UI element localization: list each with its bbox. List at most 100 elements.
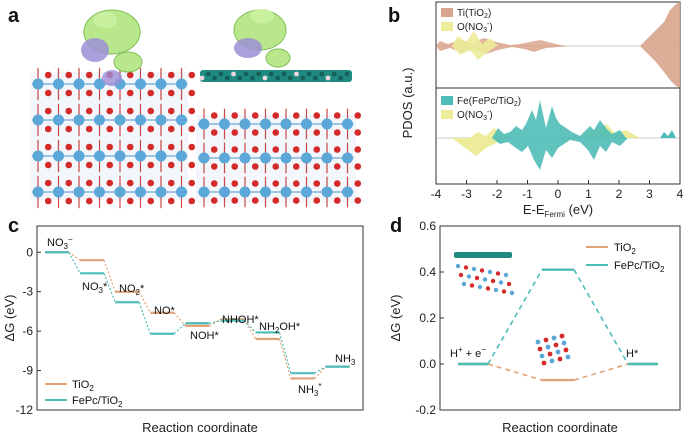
oxygen-atom	[188, 125, 196, 133]
titanium-atom	[32, 114, 44, 126]
legend-label-fepc-c: FePc/TiO2	[72, 395, 123, 409]
oxygen-atom	[210, 180, 218, 187]
panel-c-connector-tio2	[103, 259, 116, 292]
oxygen-atom	[167, 197, 175, 205]
oxygen-atom	[333, 180, 341, 187]
pdos-top-legend: Ti(TiO2) O(NO3-)	[441, 8, 493, 34]
titanium-atom	[321, 152, 333, 164]
oxygen-atom	[167, 71, 175, 79]
titanium-atom	[94, 150, 105, 162]
titanium-atom	[176, 114, 187, 126]
panel-c-connector-fepc	[243, 320, 257, 333]
charge-density-isosurface-green-lower	[113, 51, 143, 73]
oxygen-atom	[147, 197, 155, 205]
titanium-atom	[176, 150, 187, 162]
oxygen-atom	[126, 161, 134, 169]
charge-density-isosurface-purple-right	[234, 38, 262, 58]
step-label-nh2oh-ads: NH2OH*	[259, 321, 301, 335]
oxygen-atom	[231, 163, 239, 170]
titanium-atom	[280, 118, 292, 130]
oxygen-atom	[313, 112, 321, 119]
inset-atom	[561, 340, 567, 346]
oxygen-atom	[188, 107, 196, 115]
pdos-x-tick-label: 2	[616, 187, 623, 201]
oxygen-atom	[65, 89, 73, 97]
charge-density-lobe-right	[250, 9, 274, 23]
step-label-nh3: NH3	[335, 353, 356, 367]
panel-c-y-tick-label: 0	[26, 245, 33, 259]
oxygen-atom	[333, 163, 341, 170]
inset-atom	[495, 271, 501, 276]
inset-atom	[466, 274, 472, 279]
oxygen-atom	[313, 129, 321, 136]
oxygen-atom	[354, 163, 362, 170]
oxygen-atom	[85, 125, 93, 133]
titanium-atom	[301, 152, 312, 164]
titanium-atom	[198, 118, 210, 130]
panel-c-y-axis-label: ΔG (eV)	[2, 295, 17, 342]
inset-atom	[501, 289, 507, 294]
fepc-atom	[319, 71, 325, 77]
panel-c-x-axis-label: Reaction coordinate	[142, 420, 258, 435]
titanium-atom	[321, 118, 333, 130]
oxygen-atom	[231, 129, 239, 136]
titanium-atom	[73, 150, 85, 162]
oxygen-atom	[147, 179, 155, 187]
oxygen-atom	[333, 197, 341, 204]
legend-swatch-ti	[441, 8, 453, 17]
pdos-no3-band-bottom-b	[452, 138, 508, 156]
oxygen-atom	[65, 179, 73, 187]
titanium-atom	[94, 186, 105, 198]
oxygen-atom	[65, 197, 73, 205]
panel-d-y-tick-label: 0.6	[419, 219, 436, 233]
fepc-atom	[344, 71, 350, 77]
titanium-atom	[176, 78, 187, 90]
oxygen-atom	[85, 197, 93, 205]
oxygen-atom	[106, 125, 114, 133]
oxygen-atom	[65, 107, 73, 115]
fepc-atom	[300, 75, 306, 81]
fepc-atom	[275, 75, 280, 81]
oxygen-atom	[292, 197, 300, 204]
titanium-atom	[219, 186, 230, 198]
panel-d: d ΔG (eV) Reaction coordinate 0.60.40.20…	[388, 215, 681, 435]
pdos-x-tick-label: 1	[585, 187, 592, 201]
titanium-atom	[94, 114, 105, 126]
oxygen-atom	[44, 143, 52, 151]
pdos-ti-conduction-band	[640, 2, 680, 46]
fepc-atom	[218, 71, 224, 77]
oxygen-atom	[106, 107, 114, 115]
titanium-atom	[239, 186, 251, 198]
titanium-atom	[73, 186, 85, 198]
charge-density-lobe	[93, 12, 117, 28]
panel-d-connector-tio2	[573, 363, 629, 381]
panel-a: a	[8, 5, 362, 209]
pdos-x-tick-label: 0	[555, 187, 562, 201]
inset-atom	[479, 268, 485, 273]
oxygen-atom	[106, 197, 114, 205]
legend-label-tio2-c: TiO2	[72, 379, 94, 393]
oxygen-atom	[167, 179, 175, 187]
oxygen-atom	[251, 112, 259, 119]
panel-c-y-tick-label: -6	[22, 324, 33, 338]
oxygen-atom	[251, 129, 259, 136]
oxygen-atom	[44, 179, 52, 187]
charge-density-isosurface-purple	[81, 38, 109, 62]
oxygen-atom	[85, 161, 93, 169]
oxygen-atom	[313, 163, 321, 170]
legend-label-fe: Fe(FePc/TiO2)	[457, 96, 521, 108]
oxygen-atom	[167, 161, 175, 169]
oxygen-atom	[188, 89, 196, 97]
oxygen-atom	[85, 107, 93, 115]
oxygen-atom	[65, 143, 73, 151]
inset-atom	[455, 263, 461, 269]
panel-c: c ΔG (eV) Reaction coordinate 0 -3 -6 -9 -12…	[2, 215, 364, 435]
oxygen-atom	[272, 197, 280, 204]
panel-d-x-axis-label: Reaction coordinate	[502, 420, 618, 435]
oxygen-atom	[65, 161, 73, 169]
oxygen-atom	[126, 89, 134, 97]
inset-atom	[463, 265, 469, 270]
titanium-atom	[32, 186, 44, 198]
pdos-no3-band-top	[452, 31, 498, 46]
oxygen-atom	[210, 197, 218, 204]
